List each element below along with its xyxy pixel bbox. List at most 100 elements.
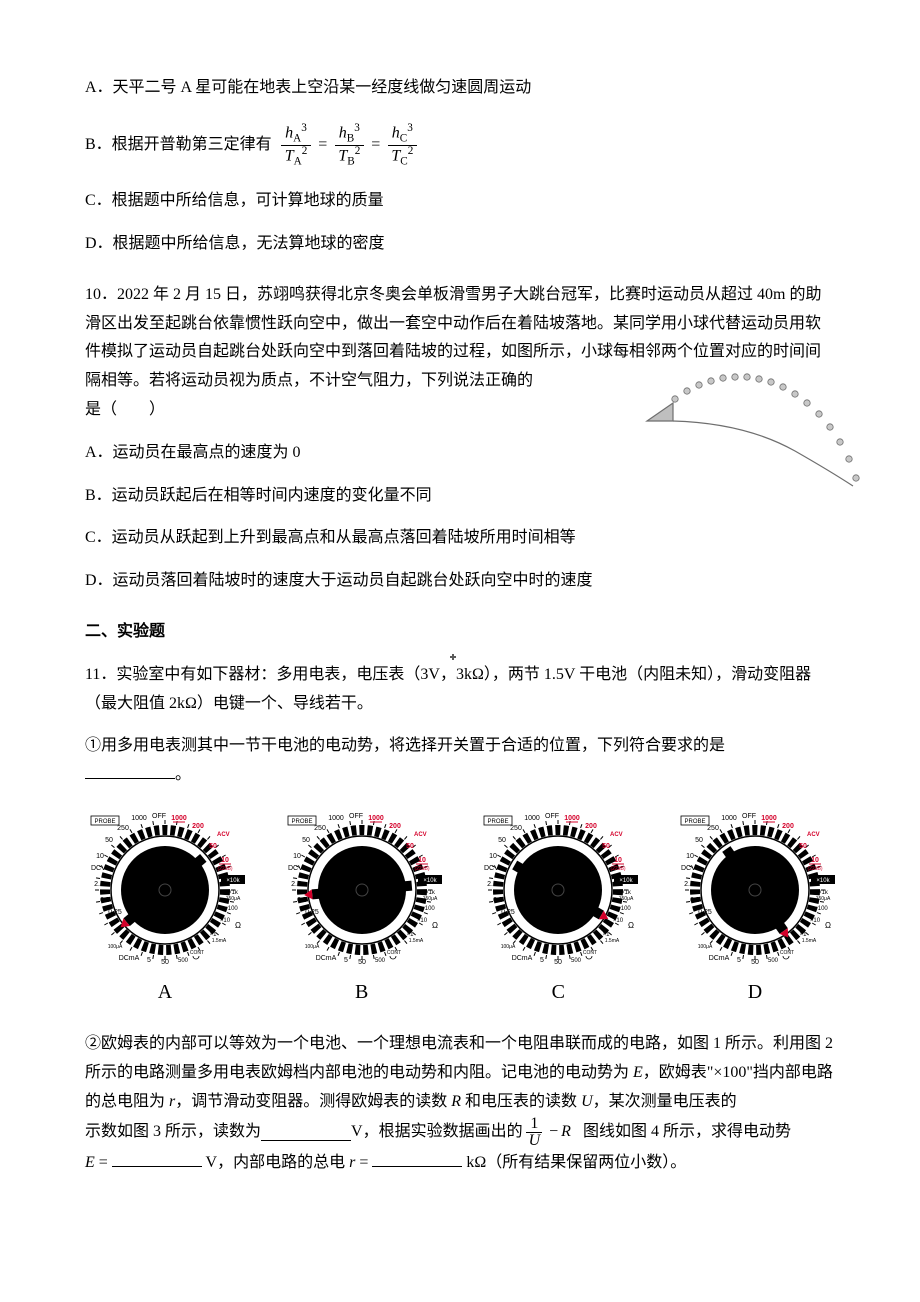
svg-text:0.25: 0.25 (502, 909, 516, 916)
q10-option-d: D．运动员落回着陆坡时的速度大于运动员自起跳台处跃向空中时的速度 (85, 567, 835, 596)
var-R: R (451, 1093, 461, 1110)
svg-text:50: 50 (751, 959, 759, 966)
q9-option-c: C．根据题中所给信息，可计算地球的质量 (85, 187, 835, 216)
svg-text:DCmA: DCmA (709, 955, 730, 962)
frac-1-over-U: 1 U (525, 1116, 545, 1149)
svg-text:1000: 1000 (171, 815, 187, 822)
l4a: V，内部电路的总电 (206, 1154, 346, 1171)
svg-text:CONT: CONT (583, 950, 597, 956)
svg-text:1.5mA: 1.5mA (408, 938, 423, 944)
svg-text:2.5: 2.5 (291, 881, 301, 888)
frac-hA: hA3 TA2 (281, 123, 312, 167)
var-R-2: R (561, 1118, 571, 1147)
svg-text:100μA: 100μA (698, 944, 713, 950)
blank1-suffix: 。 (175, 766, 191, 783)
q11-line4: E = V，内部电路的总电 r = kΩ（所有结果保留两位小数）。 (85, 1149, 835, 1178)
svg-text:1.5mA: 1.5mA (212, 938, 227, 944)
equals-2: = (367, 131, 384, 160)
svg-text:2.5: 2.5 (684, 881, 694, 888)
equals-1: = (314, 131, 331, 160)
svg-text:×10k: ×10k (620, 878, 634, 884)
q10-option-c: C．运动员从跃起到上升到最高点和从最高点落回着陆坡所用时间相等 (85, 524, 835, 553)
svg-text:500: 500 (375, 958, 386, 964)
svg-text:200: 200 (782, 823, 794, 830)
svg-text:PROBE: PROBE (291, 819, 312, 825)
svg-text:250: 250 (117, 825, 129, 832)
svg-text:1000: 1000 (131, 815, 147, 822)
svg-text:500: 500 (571, 958, 582, 964)
svg-text:50: 50 (602, 843, 610, 850)
dial-B-label: B (355, 974, 368, 1010)
svg-text:50: 50 (554, 959, 562, 966)
svg-text:250: 250 (707, 825, 719, 832)
svg-text:0.25: 0.25 (698, 909, 712, 916)
svg-text:100μA: 100μA (108, 944, 123, 950)
svg-text:×10: ×10 (220, 918, 231, 924)
q11-line3: 示数如图 3 所示，读数为 V，根据实验数据画出的 1 U − R 图线如图 4… (85, 1116, 835, 1149)
svg-text:0.5: 0.5 (100, 897, 110, 904)
svg-text:10: 10 (811, 857, 819, 864)
frac-num: 1 (526, 1116, 542, 1133)
svg-text:DCV: DCV (91, 865, 106, 872)
svg-text:×10k: ×10k (816, 878, 830, 884)
svg-text:10: 10 (96, 853, 104, 860)
dial-D-label: D (748, 974, 762, 1010)
dial-A: PROBE1000OFF1000200ACV5010(22dB)DCV25050… (85, 810, 245, 970)
svg-text:×10: ×10 (417, 918, 428, 924)
q9-option-d: D．根据题中所给信息，无法算地球的密度 (85, 230, 835, 259)
svg-text:OFF: OFF (545, 813, 559, 820)
minus: − (546, 1118, 561, 1147)
svg-text:200: 200 (389, 823, 401, 830)
svg-text:1.5mA: 1.5mA (605, 938, 620, 944)
svg-text:2.5: 2.5 (94, 881, 104, 888)
svg-text:Ω: Ω (825, 921, 831, 930)
svg-text:50: 50 (498, 837, 506, 844)
l4b: kΩ（所有结果保留两位小数）。 (466, 1154, 686, 1171)
svg-text:10: 10 (293, 853, 301, 860)
dial-D: PROBE1000OFF1000200ACV5010(22dB)DCV25050… (675, 810, 835, 970)
svg-text:50: 50 (799, 843, 807, 850)
dial-B-wrap: PROBE1000OFF1000200ACV5010(22dB)DCV25050… (282, 810, 442, 1010)
svg-text:5: 5 (737, 957, 741, 964)
svg-text:×100: ×100 (421, 906, 435, 912)
svg-text:(22dB): (22dB) (414, 866, 429, 872)
svg-text:×100: ×100 (814, 906, 828, 912)
svg-text:1.5mA: 1.5mA (802, 938, 817, 944)
svg-text:1000: 1000 (368, 815, 384, 822)
svg-text:1000: 1000 (721, 815, 737, 822)
svg-text:1000: 1000 (565, 815, 581, 822)
svg-text:50: 50 (695, 837, 703, 844)
t2: ，欧姆表 (643, 1064, 707, 1081)
dial-A-wrap: PROBE1000OFF1000200ACV5010(22dB)DCV25050… (85, 810, 245, 1010)
svg-text:ACV: ACV (610, 832, 623, 838)
svg-text:×100: ×100 (618, 906, 632, 912)
svg-text:Ω: Ω (235, 921, 241, 930)
svg-text:150μA: 150μA (816, 896, 831, 902)
var-E-2: E (85, 1154, 95, 1171)
svg-text:PROBE: PROBE (488, 819, 509, 825)
blank-2 (261, 1124, 351, 1141)
svg-text:Ω: Ω (628, 921, 634, 930)
svg-text:50: 50 (302, 837, 310, 844)
svg-text:100μA: 100μA (304, 944, 319, 950)
svg-text:×10: ×10 (810, 918, 821, 924)
svg-text:OFF: OFF (742, 813, 756, 820)
svg-text:150μA: 150μA (422, 896, 437, 902)
var-r-2: r (349, 1154, 355, 1171)
x100: "×100" (707, 1064, 753, 1081)
trajectory-diagram (645, 371, 865, 491)
dial-A-label: A (158, 974, 172, 1010)
svg-text:OFF: OFF (152, 813, 166, 820)
svg-text:DCV: DCV (484, 865, 499, 872)
svg-text:0.5: 0.5 (690, 897, 700, 904)
q11-part2: ②欧姆表的内部可以等效为一个电池、一个理想电流表和一个电阻串联而成的电路，如图 … (85, 1030, 835, 1116)
var-U: U (581, 1093, 593, 1110)
svg-text:500: 500 (768, 958, 779, 964)
svg-text:5: 5 (540, 957, 544, 964)
dial-C-wrap: PROBE1000OFF1000200ACV5010(22dB)DCV25050… (478, 810, 638, 1010)
svg-text:1000: 1000 (761, 815, 777, 822)
svg-text:0.25: 0.25 (108, 909, 122, 916)
svg-text:×10: ×10 (613, 918, 624, 924)
page-marker (450, 652, 460, 662)
frac-hB: hB3 TB2 (334, 123, 364, 167)
